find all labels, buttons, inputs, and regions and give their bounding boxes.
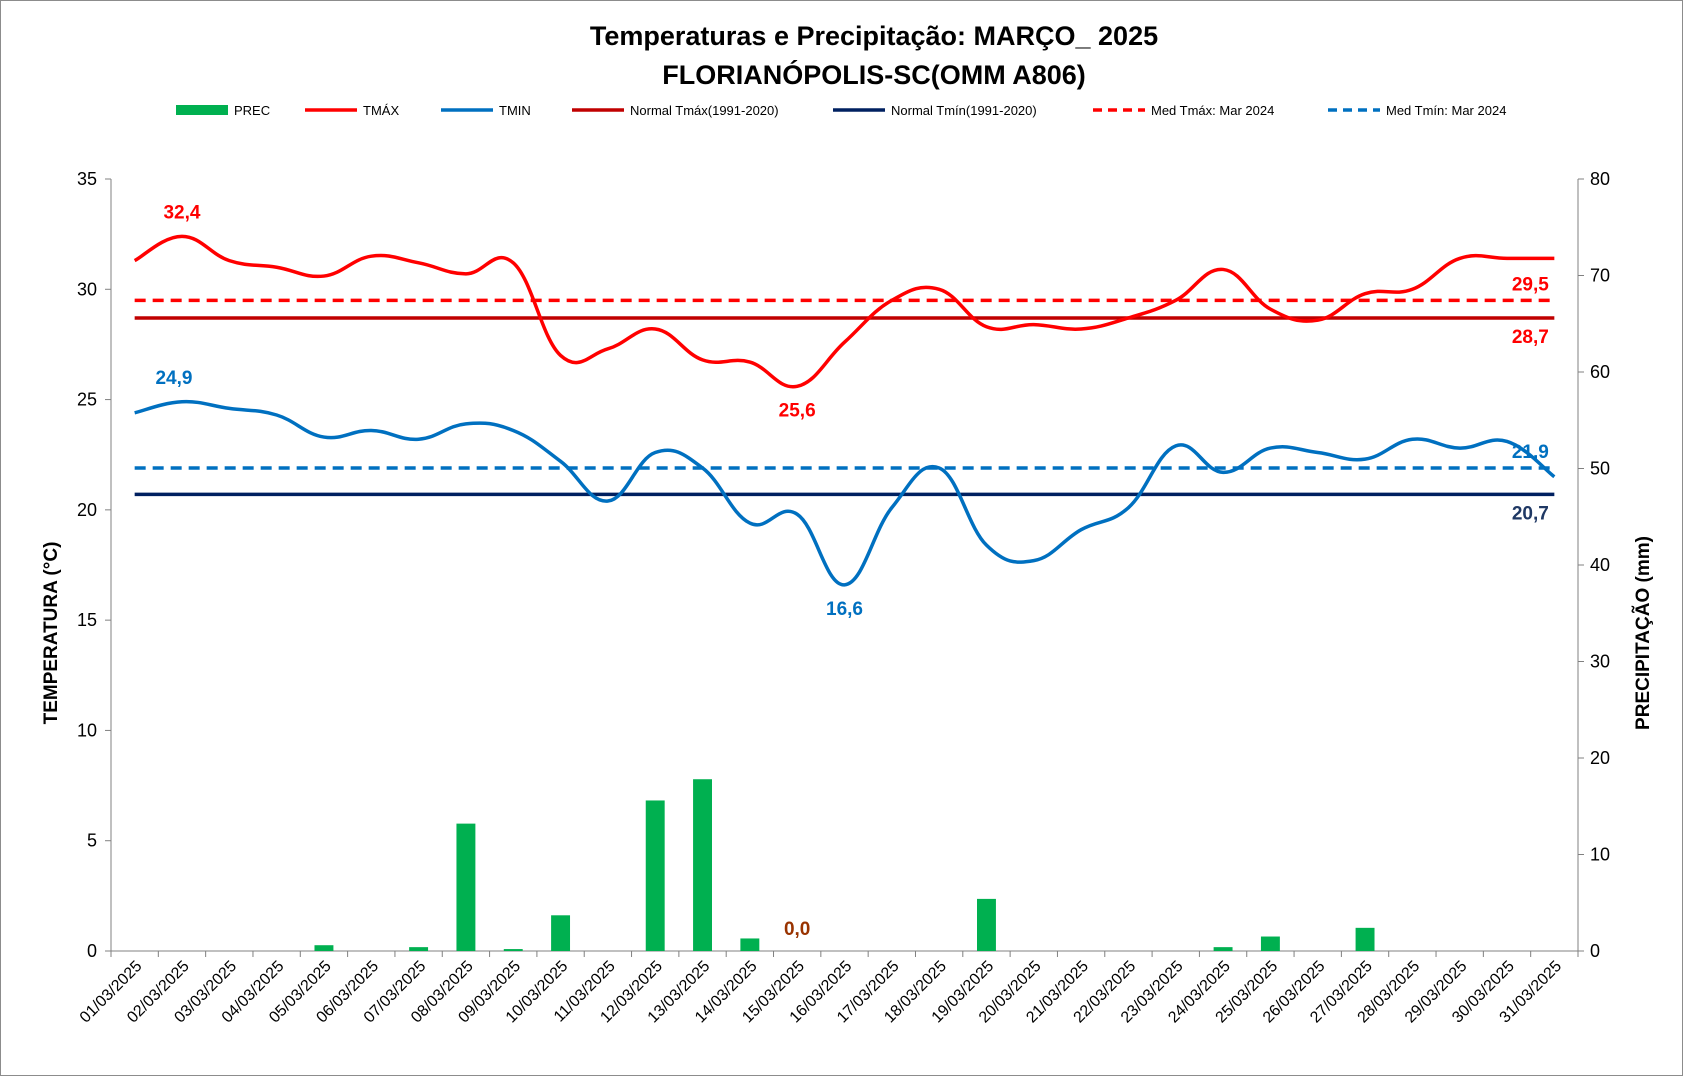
precipitation-bar	[409, 947, 429, 951]
y-tick-label: 5	[87, 831, 97, 851]
data-label: 20,7	[1512, 503, 1549, 524]
y-tick-label: 25	[77, 390, 97, 410]
y2-tick-label: 70	[1590, 266, 1610, 286]
legend-label: Normal Tmáx(1991-2020)	[630, 103, 779, 118]
y2-tick-label: 60	[1590, 362, 1610, 382]
data-label: 25,6	[779, 400, 816, 421]
chart-title: Temperaturas e Precipitação: MARÇO_ 2025	[590, 21, 1158, 51]
precipitation-bar	[1260, 936, 1280, 951]
axes: 051015202530350102030405060708001/03/202…	[77, 169, 1610, 1026]
y-tick-label: 20	[77, 500, 97, 520]
precipitation-bars	[314, 779, 1375, 951]
precipitation-bar	[503, 949, 523, 951]
precipitation-bar	[314, 945, 334, 951]
legend-label: Med Tmín: Mar 2024	[1386, 103, 1506, 118]
y2-tick-label: 0	[1590, 941, 1600, 961]
chart-subtitle: FLORIANÓPOLIS-SC(OMM A806)	[662, 59, 1086, 90]
legend-label: PREC	[234, 103, 270, 118]
precipitation-bar	[1355, 927, 1375, 951]
y-axis-title: TEMPERATURA (°C)	[41, 542, 62, 725]
data-label: 29,5	[1512, 274, 1549, 295]
precipitation-bar	[456, 823, 476, 951]
data-annotations: 32,4 25,6 29,5 28,7 24,9 16,6 21,9 20,7 0,0	[155, 202, 1549, 940]
legend: PREC TMÁX TMIN Normal Tmáx(1991-2020) Normal…	[176, 103, 1506, 118]
y2-tick-label: 40	[1590, 555, 1610, 575]
series-line	[133, 234, 1555, 389]
legend-label: TMIN	[499, 103, 531, 118]
y2-tick-label: 80	[1590, 169, 1610, 189]
y2-tick-label: 30	[1590, 652, 1610, 672]
y-tick-label: 10	[77, 720, 97, 740]
legend-label: Normal Tmín(1991-2020)	[891, 103, 1037, 118]
y2-tick-label: 10	[1590, 845, 1610, 865]
precipitation-bar	[977, 898, 996, 951]
series-line	[134, 399, 1556, 587]
data-label: 16,6	[826, 599, 863, 620]
precipitation-bar	[1213, 947, 1233, 951]
data-label: 32,4	[163, 202, 200, 223]
y-tick-label: 30	[77, 279, 97, 299]
legend-swatch	[176, 105, 228, 115]
series-lines	[133, 234, 1556, 587]
y2-tick-label: 20	[1590, 748, 1610, 768]
y-tick-label: 15	[77, 610, 97, 630]
precipitation-bar	[693, 779, 712, 951]
precipitation-bar	[551, 915, 571, 951]
y-tick-label: 0	[87, 941, 97, 961]
legend-label: Med Tmáx: Mar 2024	[1151, 103, 1274, 118]
data-label: 21,9	[1512, 442, 1549, 463]
y2-tick-label: 50	[1590, 459, 1610, 479]
y2-axis-title: PRECIPITAÇÃO (mm)	[1632, 536, 1654, 730]
legend-label: TMÁX	[363, 103, 399, 118]
precipitation-bar	[740, 938, 760, 951]
y-tick-label: 35	[77, 169, 97, 189]
precipitation-bar	[645, 800, 665, 951]
data-label: 24,9	[155, 368, 192, 389]
data-label: 28,7	[1512, 327, 1549, 348]
data-label: 0,0	[784, 919, 810, 940]
